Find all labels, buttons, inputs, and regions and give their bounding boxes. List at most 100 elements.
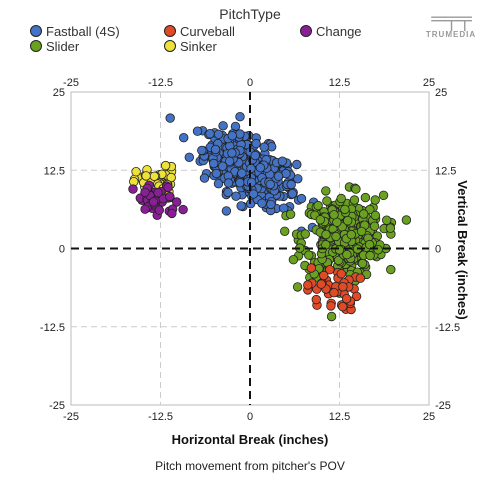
y-tick-label-right: -12.5: [435, 322, 460, 334]
series-curveball: [303, 263, 366, 315]
data-point: [235, 111, 245, 122]
data-point: [338, 282, 348, 292]
data-point: [255, 162, 266, 173]
data-point: [154, 205, 165, 215]
data-point: [355, 273, 366, 283]
y-tick-label-left: 0: [59, 244, 65, 256]
data-point: [250, 150, 260, 161]
data-point: [211, 168, 222, 179]
data-point: [338, 302, 348, 312]
y-tick-label-left: 12.5: [44, 165, 65, 177]
data-point: [140, 204, 150, 214]
data-point: [178, 204, 188, 215]
data-point: [223, 178, 234, 188]
data-point: [386, 264, 396, 275]
data-point: [322, 196, 332, 206]
data-point: [326, 301, 336, 311]
data-point: [178, 132, 189, 143]
data-point: [286, 179, 296, 190]
data-point: [343, 215, 353, 226]
data-point: [224, 156, 235, 167]
data-point: [197, 145, 207, 156]
data-point: [329, 210, 339, 220]
data-point: [331, 231, 341, 242]
data-point: [227, 130, 237, 141]
data-point: [311, 294, 322, 305]
y-tick-label-right: 25: [435, 87, 447, 99]
legend-item-curveball[interactable]: Curveball: [164, 24, 235, 39]
data-point: [296, 193, 307, 204]
data-point: [248, 189, 259, 199]
data-point: [223, 187, 233, 198]
data-point: [321, 186, 331, 196]
trumedia-logo: ═╤╤ TRUMEDIA: [416, 9, 486, 39]
x-tick-label-top: 25: [423, 77, 435, 89]
data-point: [208, 158, 219, 169]
data-point: [266, 199, 276, 210]
data-point: [166, 172, 176, 183]
data-point: [184, 152, 195, 163]
data-point: [192, 126, 203, 136]
data-point: [277, 156, 288, 166]
data-point: [373, 245, 383, 255]
data-point: [325, 265, 335, 275]
y-tick-label-left: 25: [53, 87, 65, 99]
logo-text: TRUMEDIA: [425, 30, 477, 39]
data-point: [346, 229, 357, 240]
y-tick-label-left: -12.5: [40, 322, 65, 334]
legend-marker-slider: [30, 40, 42, 52]
y-tick-label-left: -25: [49, 400, 65, 412]
x-tick-label-bottom: 0: [247, 411, 253, 423]
legend-label: Sinker: [180, 39, 217, 54]
data-point: [171, 197, 182, 207]
data-point: [360, 192, 371, 203]
data-point: [357, 258, 368, 269]
series-fastball-4s: [165, 111, 319, 236]
data-point: [149, 171, 160, 182]
data-point: [265, 179, 276, 190]
data-point: [213, 129, 224, 140]
data-point: [326, 311, 337, 322]
series-change: [128, 180, 188, 221]
legend-marker-change: [300, 25, 312, 37]
data-point: [370, 210, 381, 221]
data-point: [378, 190, 389, 201]
data-point: [351, 291, 362, 302]
legend-marker-sinker: [164, 40, 176, 52]
legend-item-slider[interactable]: Slider: [30, 39, 79, 54]
data-point: [199, 173, 210, 183]
x-tick-label-top: -12.5: [148, 77, 173, 89]
legend-label: Slider: [46, 39, 80, 54]
data-point: [235, 129, 245, 139]
data-point: [205, 128, 215, 139]
data-point: [349, 195, 360, 205]
data-point: [341, 294, 352, 304]
data-point: [213, 178, 224, 189]
data-point: [217, 161, 228, 172]
x-tick-label-top: -25: [63, 77, 79, 89]
data-point: [160, 160, 171, 171]
legend-item-change[interactable]: Change: [300, 24, 362, 39]
legend-label: Fastball (4S): [46, 24, 120, 39]
data-point: [385, 223, 396, 233]
x-tick-label-bottom: 25: [423, 411, 435, 423]
data-point: [315, 215, 326, 225]
data-point: [321, 229, 331, 240]
data-point: [336, 193, 346, 204]
data-point: [364, 239, 375, 250]
data-point: [369, 221, 380, 231]
data-point: [140, 187, 150, 198]
data-point: [313, 200, 323, 211]
data-point: [280, 226, 290, 237]
y-tick-label-right: -25: [435, 400, 451, 412]
data-point: [221, 206, 232, 216]
data-point: [340, 204, 350, 215]
legend-item-fastball[interactable]: Fastball (4S): [30, 24, 120, 39]
data-point: [303, 280, 313, 290]
data-point: [227, 148, 237, 158]
data-point: [163, 182, 173, 193]
data-point: [304, 250, 314, 260]
data-point: [131, 166, 141, 177]
legend-item-sinker[interactable]: Sinker: [164, 39, 217, 54]
